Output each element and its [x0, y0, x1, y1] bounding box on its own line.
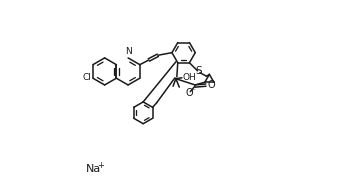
Text: O: O	[207, 80, 215, 90]
Text: OH: OH	[182, 73, 196, 82]
Text: Na: Na	[86, 164, 101, 174]
Text: Cl: Cl	[82, 73, 92, 82]
Text: O: O	[185, 88, 193, 98]
Text: ⁻: ⁻	[192, 86, 196, 96]
Text: S: S	[196, 66, 202, 76]
Text: N: N	[125, 47, 132, 56]
Text: +: +	[97, 161, 104, 170]
